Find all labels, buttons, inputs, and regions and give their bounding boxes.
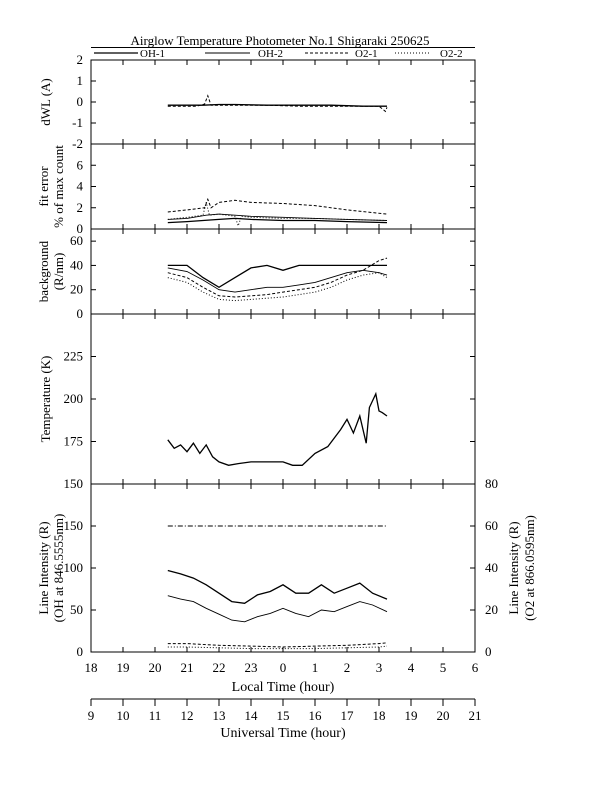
series-line [167, 213, 388, 221]
y-tick-label-right: 80 [485, 476, 498, 491]
x-tick-label-ut: 9 [88, 708, 95, 723]
series-line [167, 197, 388, 215]
y-axis-label: Temperature (K) [38, 356, 53, 443]
series-line [167, 645, 388, 650]
x-tick-label-ut: 15 [277, 708, 290, 723]
x-tick-label-ut: 12 [181, 708, 194, 723]
y-axis-label-right: (O2 at 866.0595nm) [522, 515, 537, 621]
y-axis-label: % of max count [51, 145, 66, 228]
x-tick-label-local: 4 [408, 660, 415, 675]
y-tick-label: 50 [70, 602, 83, 617]
x-tick-label-local: 5 [440, 660, 447, 675]
y-tick-label: 0 [77, 221, 84, 236]
x-tick-label-local: 21 [181, 660, 194, 675]
y-tick-label: 2 [77, 200, 84, 215]
y-tick-label: 0 [77, 644, 84, 659]
x-tick-label-local: 2 [344, 660, 351, 675]
y-tick-label: -2 [72, 136, 83, 151]
y-tick-label-right: 40 [485, 560, 498, 575]
y-tick-label: -1 [72, 115, 83, 130]
y-tick-label: 0 [77, 306, 84, 321]
x-tick-label-ut: 10 [117, 708, 130, 723]
x-tick-label-ut: 14 [245, 708, 259, 723]
x-tick-label-local: 20 [149, 660, 162, 675]
legend-label: O2-2 [440, 48, 463, 60]
y-axis-label: dWL (A) [38, 78, 53, 126]
y-axis-label: background [36, 240, 51, 302]
x-tick-label-ut: 11 [149, 708, 162, 723]
y-tick-label-right: 60 [485, 518, 498, 533]
series-line [167, 94, 388, 113]
y-tick-label: 1 [77, 73, 84, 88]
x-tick-label-local: 18 [85, 660, 98, 675]
series-line [167, 264, 387, 289]
series-line [167, 391, 388, 466]
y-tick-label: 2 [77, 52, 84, 67]
y-tick-label-right: 0 [485, 644, 492, 659]
legend-label: OH-1 [140, 48, 165, 60]
x-axis-label-ut: Universal Time (hour) [220, 726, 346, 741]
y-axis-label-right: Line Intensity (R) [506, 521, 521, 614]
x-tick-label-local: 22 [213, 660, 226, 675]
y-tick-label: 150 [64, 476, 84, 491]
legend-label: OH-2 [258, 48, 283, 60]
x-tick-label-local: 0 [280, 660, 287, 675]
series-line [167, 595, 388, 623]
y-tick-label-right: 20 [485, 602, 498, 617]
y-tick-label: 20 [70, 282, 83, 297]
panel-frame [90, 483, 476, 653]
panel-frame [90, 313, 476, 485]
x-tick-label-local: 23 [245, 660, 258, 675]
x-tick-label-ut: 21 [469, 708, 482, 723]
series-line [167, 642, 388, 648]
y-tick-label: 0 [77, 94, 84, 109]
panel-frame [90, 143, 476, 230]
series-line [167, 569, 388, 604]
x-tick-label-ut: 16 [309, 708, 323, 723]
panel-frame [90, 59, 476, 145]
y-tick-label: 60 [70, 233, 83, 248]
panel-temp: 225 200 175 150 Temperature (K) [38, 313, 476, 491]
legend-label: O2-1 [355, 48, 378, 60]
panel-fit: 6 4 2 0 fit error% of max count [36, 143, 476, 236]
panel-dwl: 2 1 0 -1 -2 dWL (A) [38, 52, 476, 151]
chart-title: Airglow Temperature Photometer No.1 Shig… [131, 33, 430, 48]
x-tick-label-ut: 19 [405, 708, 418, 723]
x-tick-label-local: 19 [117, 660, 130, 675]
y-axis-label: (R/nm) [51, 253, 66, 291]
panel-frame [90, 228, 476, 315]
series-line [167, 267, 388, 293]
y-tick-label: 4 [77, 179, 84, 194]
x-tick-label-ut: 20 [437, 708, 450, 723]
x-tick-label-ut: 17 [341, 708, 355, 723]
y-axis-label: fit error [36, 166, 51, 207]
x-axis-label-local: Local Time (hour) [232, 680, 335, 695]
y-axis-label: Line Intensity (R) [36, 521, 51, 614]
x-tick-label-local: 6 [472, 660, 479, 675]
series-line [167, 272, 388, 302]
y-tick-label: 150 [64, 518, 84, 533]
y-tick-label: 40 [70, 257, 83, 272]
x-tick-label-ut: 18 [373, 708, 386, 723]
panel-bg: 60 40 20 0 background (R/nm) [36, 228, 476, 321]
y-tick-label: 6 [77, 157, 84, 172]
x-tick-label-local: 1 [312, 660, 319, 675]
x-tick-label-local: 3 [376, 660, 383, 675]
y-tick-label: 175 [64, 434, 84, 449]
y-axis-label: (OH at 846.5555nm) [51, 514, 66, 623]
y-tick-label: 225 [64, 349, 84, 364]
y-tick-label: 100 [64, 560, 84, 575]
series-line [167, 257, 388, 298]
y-tick-label: 200 [64, 391, 84, 406]
legend: OH-1 OH-2 O2-1 O2-2 [91, 47, 475, 60]
series-line [167, 217, 388, 224]
x-tick-label-ut: 13 [213, 708, 226, 723]
